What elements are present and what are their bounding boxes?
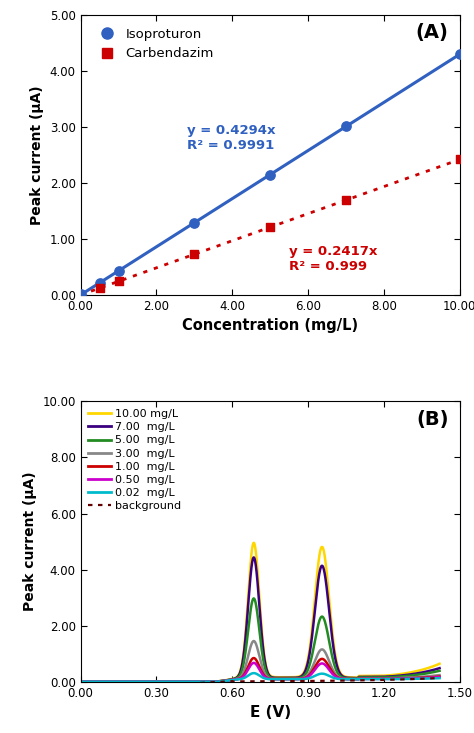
Point (78, 289, 85, 301)
Point (191, 217, 198, 229)
Point (96, 282, 103, 294)
Text: y = 0.2417x
R² = 0.999: y = 0.2417x R² = 0.999 (289, 245, 377, 273)
Y-axis label: Peak current (μA): Peak current (μA) (30, 85, 44, 224)
Point (266, 221, 274, 233)
Point (342, 194, 350, 206)
Text: (A): (A) (416, 23, 448, 42)
Text: y = 0.4294x
R² = 0.9991: y = 0.4294x R² = 0.9991 (187, 124, 275, 152)
Legend: 10.00 mg/L, 7.00  mg/L, 5.00  mg/L, 3.00  mg/L, 1.00  mg/L, 0.50  mg/L, 0.02  mg: 10.00 mg/L, 7.00 mg/L, 5.00 mg/L, 3.00 m… (86, 407, 183, 513)
Point (115, 265, 122, 277)
Text: (B): (B) (416, 410, 448, 429)
Point (342, 120, 350, 132)
Legend: Isoproturon, Carbendazim: Isoproturon, Carbendazim (87, 21, 220, 67)
X-axis label: Concentration (mg/L): Concentration (mg/L) (182, 318, 358, 334)
Point (115, 276, 122, 287)
Point (266, 169, 274, 180)
Point (191, 248, 198, 260)
Point (456, 48, 464, 60)
Y-axis label: Peak current (μA): Peak current (μA) (23, 472, 37, 611)
Point (96, 277, 103, 289)
X-axis label: E (V): E (V) (250, 705, 291, 720)
Point (456, 154, 464, 166)
